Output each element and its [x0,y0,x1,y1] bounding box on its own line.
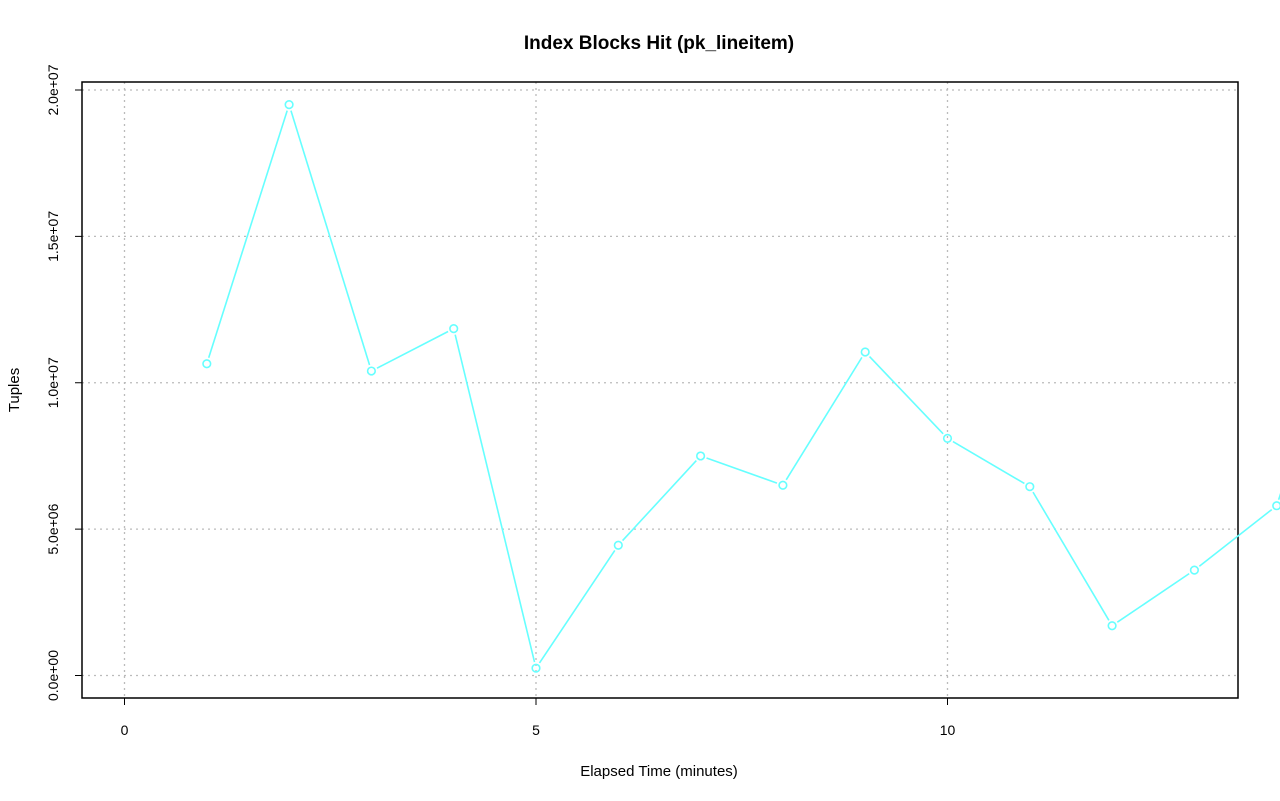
series-segment [207,110,288,358]
data-point [695,451,706,461]
grid-lines [82,82,1238,698]
data-point [366,366,377,376]
x-tick-label: 5 [532,722,540,738]
x-tick-label: 10 [940,722,956,738]
data-point [531,663,541,673]
data-point [1025,482,1035,492]
data-point [942,433,953,443]
data-point [1272,501,1280,511]
series-segment [376,330,449,369]
x-axis: 0510152025 [121,698,956,738]
y-tick-label: 5.0e+06 [45,503,61,554]
data-point [1107,621,1117,631]
data-point [613,540,623,550]
data-point [860,347,870,357]
x-axis-label: Elapsed Time (minutes) [580,763,738,780]
y-tick-label: 1.0e+07 [45,357,61,408]
series-segment [1198,508,1273,567]
y-tick-label: 0.0e+00 [45,650,61,701]
series-line [202,100,1280,673]
data-point [202,359,212,369]
y-axis: 0.0e+00 5.0e+06 1.0e+07 1.5e+07 2.0e+07 [45,64,82,701]
series-segment [785,356,863,481]
series-segment [1116,572,1190,623]
plot-frame [81,81,1239,699]
data-point [778,480,788,490]
y-tick-label: 1.5e+07 [45,211,61,262]
y-tick-label: 2.0e+07 [45,64,61,115]
chart-title: Index Blocks Hit (pk_lineitem) [524,33,794,54]
series-segment [538,550,616,664]
x-tick-label: 0 [121,722,129,738]
data-point [284,100,294,110]
series-segment [1032,491,1110,621]
series-segment [290,110,371,366]
data-point [449,323,459,334]
series-segment [621,460,697,542]
series-segment [952,440,1025,485]
series-segment [706,457,778,484]
y-axis-label: Tuples [6,368,23,412]
data-point [1189,565,1199,575]
series-segment [868,356,944,435]
series-segment [454,334,536,663]
